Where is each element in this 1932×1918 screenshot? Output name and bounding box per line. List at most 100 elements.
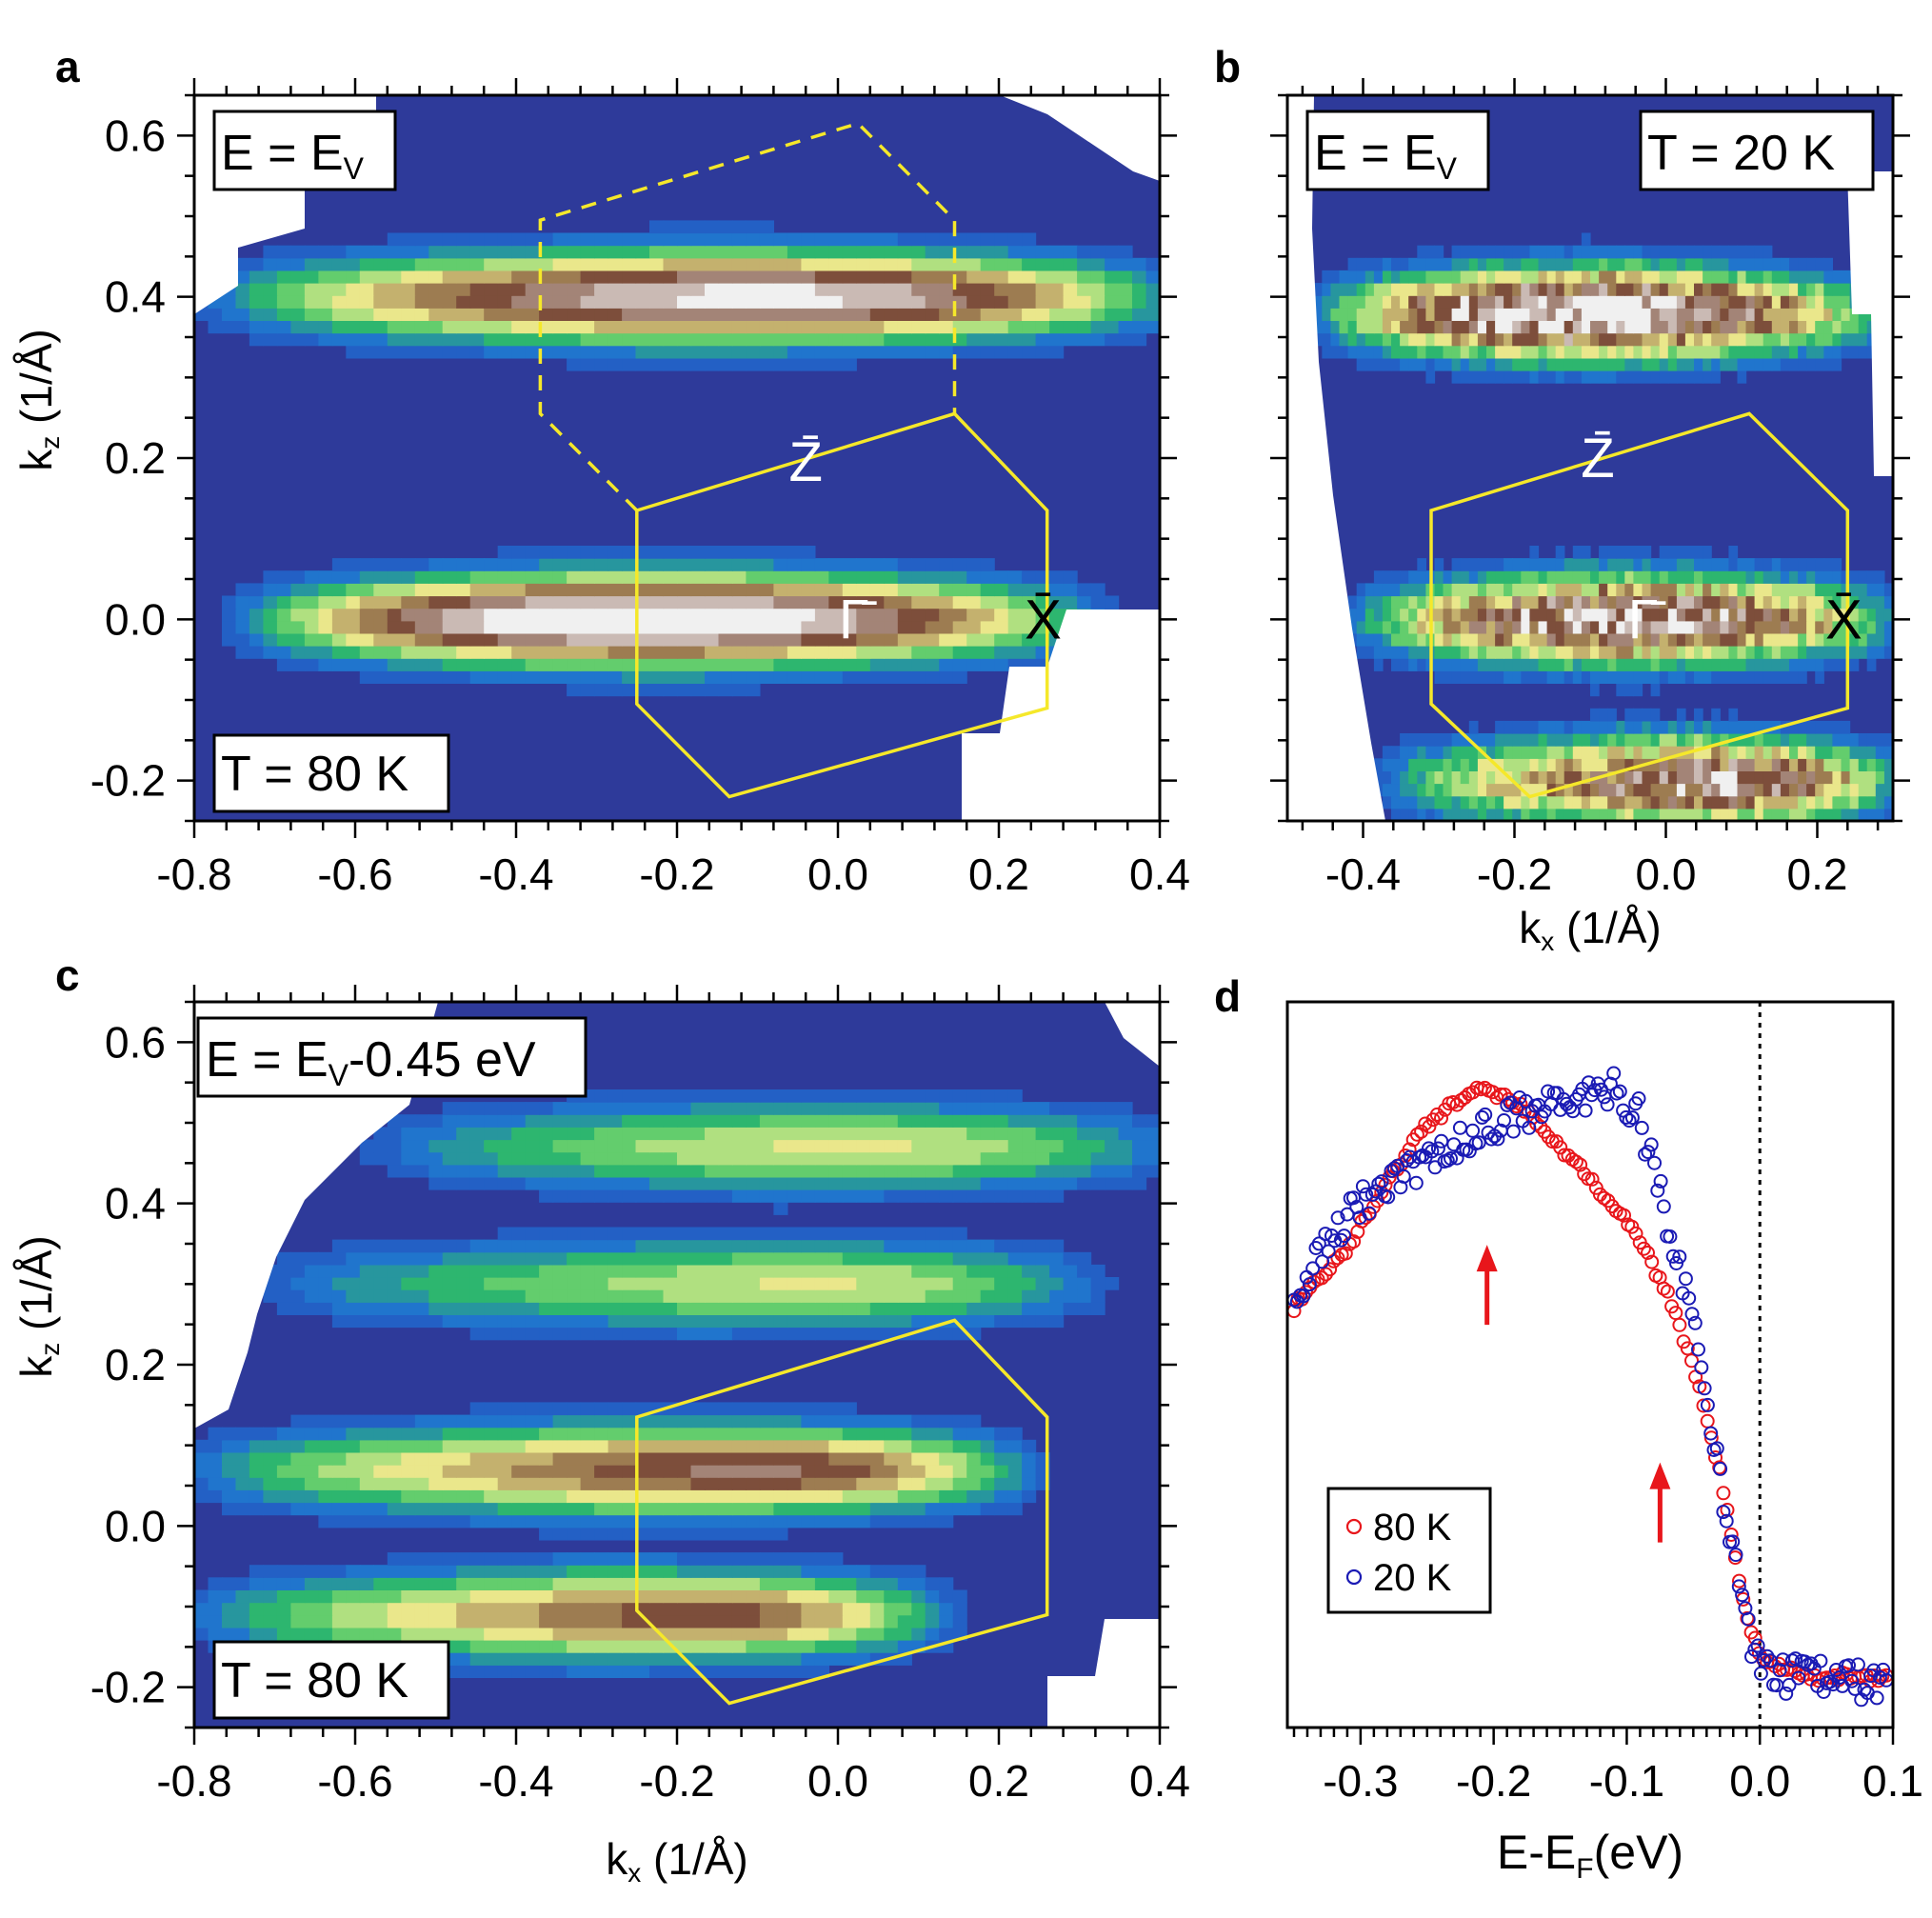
heatmap-cell bbox=[705, 1552, 720, 1566]
heatmap-cell bbox=[373, 1239, 388, 1253]
heatmap-cell bbox=[428, 1414, 444, 1429]
heatmap-cell bbox=[1022, 608, 1037, 622]
heatmap-cell bbox=[718, 1227, 733, 1241]
heatmap-cell bbox=[497, 1402, 512, 1416]
heatmap-cell bbox=[456, 670, 471, 684]
heatmap-cell bbox=[1063, 257, 1078, 271]
heatmap-cell bbox=[884, 570, 899, 584]
heatmap-cell bbox=[980, 283, 995, 296]
heatmap-cell bbox=[746, 1402, 761, 1416]
heatmap-cell bbox=[1564, 632, 1574, 647]
heatmap-cell bbox=[552, 1465, 568, 1478]
heatmap-cell bbox=[594, 632, 609, 647]
heatmap-cell bbox=[1347, 270, 1358, 284]
heatmap-cell bbox=[346, 245, 361, 259]
heatmap-cell bbox=[552, 308, 568, 321]
heatmap-cell bbox=[884, 608, 899, 622]
heatmap-cell bbox=[814, 345, 829, 359]
heatmap-cell bbox=[1546, 320, 1557, 334]
heatmap-cell bbox=[1555, 620, 1565, 634]
heatmap-cell bbox=[1425, 758, 1436, 771]
heatmap-cell bbox=[1815, 770, 1824, 785]
heatmap-cell bbox=[525, 1640, 540, 1653]
heatmap-cell bbox=[484, 670, 499, 684]
heatmap-cell bbox=[1720, 283, 1729, 296]
heatmap-cell bbox=[718, 558, 733, 571]
heatmap-cell bbox=[939, 308, 954, 321]
heatmap-cell bbox=[1745, 270, 1756, 284]
heatmap-cell bbox=[746, 1589, 761, 1604]
heatmap-cell bbox=[1703, 595, 1712, 609]
heatmap-cell bbox=[911, 1277, 926, 1290]
heatmap-cell bbox=[884, 308, 899, 321]
heatmap-cell bbox=[1546, 558, 1557, 571]
heatmap-cell bbox=[290, 1627, 306, 1641]
heatmap-cell bbox=[1434, 595, 1444, 609]
heatmap-cell bbox=[456, 1277, 471, 1290]
heatmap-cell bbox=[1364, 295, 1375, 309]
heatmap-cell bbox=[1633, 620, 1643, 634]
heatmap-cell bbox=[1538, 308, 1548, 321]
heatmap-cell bbox=[1572, 608, 1583, 622]
heatmap-cell bbox=[1330, 270, 1341, 284]
heatmap-cell bbox=[1521, 632, 1530, 647]
heatmap-cell bbox=[1737, 670, 1747, 684]
heatmap-cell bbox=[1417, 320, 1426, 334]
heatmap-cell bbox=[828, 308, 844, 321]
heatmap-cell bbox=[594, 670, 609, 684]
heatmap-cell bbox=[304, 595, 319, 609]
heatmap-cell bbox=[1477, 558, 1487, 571]
heatmap-cell bbox=[801, 1289, 816, 1303]
heatmap-cell bbox=[677, 1614, 692, 1628]
heatmap-cell bbox=[469, 308, 485, 321]
heatmap-cell bbox=[884, 1176, 899, 1190]
heatmap-cell bbox=[1771, 795, 1782, 809]
heatmap-cell bbox=[1581, 558, 1591, 571]
heatmap-cell bbox=[525, 1314, 540, 1329]
heatmap-cell bbox=[1624, 308, 1634, 321]
heatmap-cell bbox=[690, 308, 706, 321]
heatmap-cell bbox=[1659, 658, 1669, 671]
heatmap-cell bbox=[401, 1577, 416, 1590]
heatmap-cell bbox=[1883, 632, 1893, 647]
heatmap-cell bbox=[1763, 620, 1773, 634]
heatmap-cell bbox=[469, 1114, 485, 1128]
heatmap-cell bbox=[677, 1264, 692, 1278]
heatmap-cell bbox=[1667, 595, 1678, 609]
heatmap-cell bbox=[1090, 257, 1105, 271]
heatmap-cell bbox=[1417, 746, 1426, 759]
heatmap-cell bbox=[1694, 583, 1703, 597]
heatmap-cell bbox=[456, 1514, 471, 1528]
heatmap-cell bbox=[1798, 570, 1807, 584]
heatmap-cell bbox=[607, 1302, 623, 1315]
heatmap-cell bbox=[484, 232, 499, 247]
heatmap-cell bbox=[690, 1465, 706, 1478]
heatmap-cell bbox=[401, 1589, 416, 1604]
heatmap-cell bbox=[373, 245, 388, 259]
heatmap-cell bbox=[1105, 295, 1120, 309]
heatmap-cell bbox=[607, 1277, 623, 1290]
heatmap-cell bbox=[346, 1614, 361, 1628]
heatmap-cell bbox=[1049, 1289, 1065, 1303]
heatmap-cell bbox=[331, 1489, 347, 1504]
heatmap-cell bbox=[222, 1577, 237, 1590]
heatmap-cell bbox=[1806, 270, 1816, 284]
heatmap-cell bbox=[1572, 270, 1583, 284]
heatmap-cell bbox=[1745, 595, 1756, 609]
heatmap-cell bbox=[1572, 370, 1583, 384]
heatmap-cell bbox=[1035, 1302, 1050, 1315]
heatmap-cell bbox=[939, 1414, 954, 1429]
heatmap-cell bbox=[814, 1452, 829, 1466]
heatmap-cell bbox=[1063, 1277, 1078, 1290]
heatmap-cell bbox=[1468, 783, 1479, 797]
heatmap-cell bbox=[1832, 295, 1842, 309]
heatmap-cell bbox=[663, 332, 678, 347]
heatmap-cell bbox=[484, 1127, 499, 1141]
heatmap-cell bbox=[1703, 370, 1712, 384]
heatmap-cell bbox=[787, 583, 802, 597]
heatmap-cell bbox=[359, 257, 374, 271]
heatmap-cell bbox=[1737, 270, 1747, 284]
heatmap-cell bbox=[980, 558, 995, 571]
heatmap-cell bbox=[469, 1602, 485, 1616]
heatmap-cell bbox=[1720, 670, 1729, 684]
